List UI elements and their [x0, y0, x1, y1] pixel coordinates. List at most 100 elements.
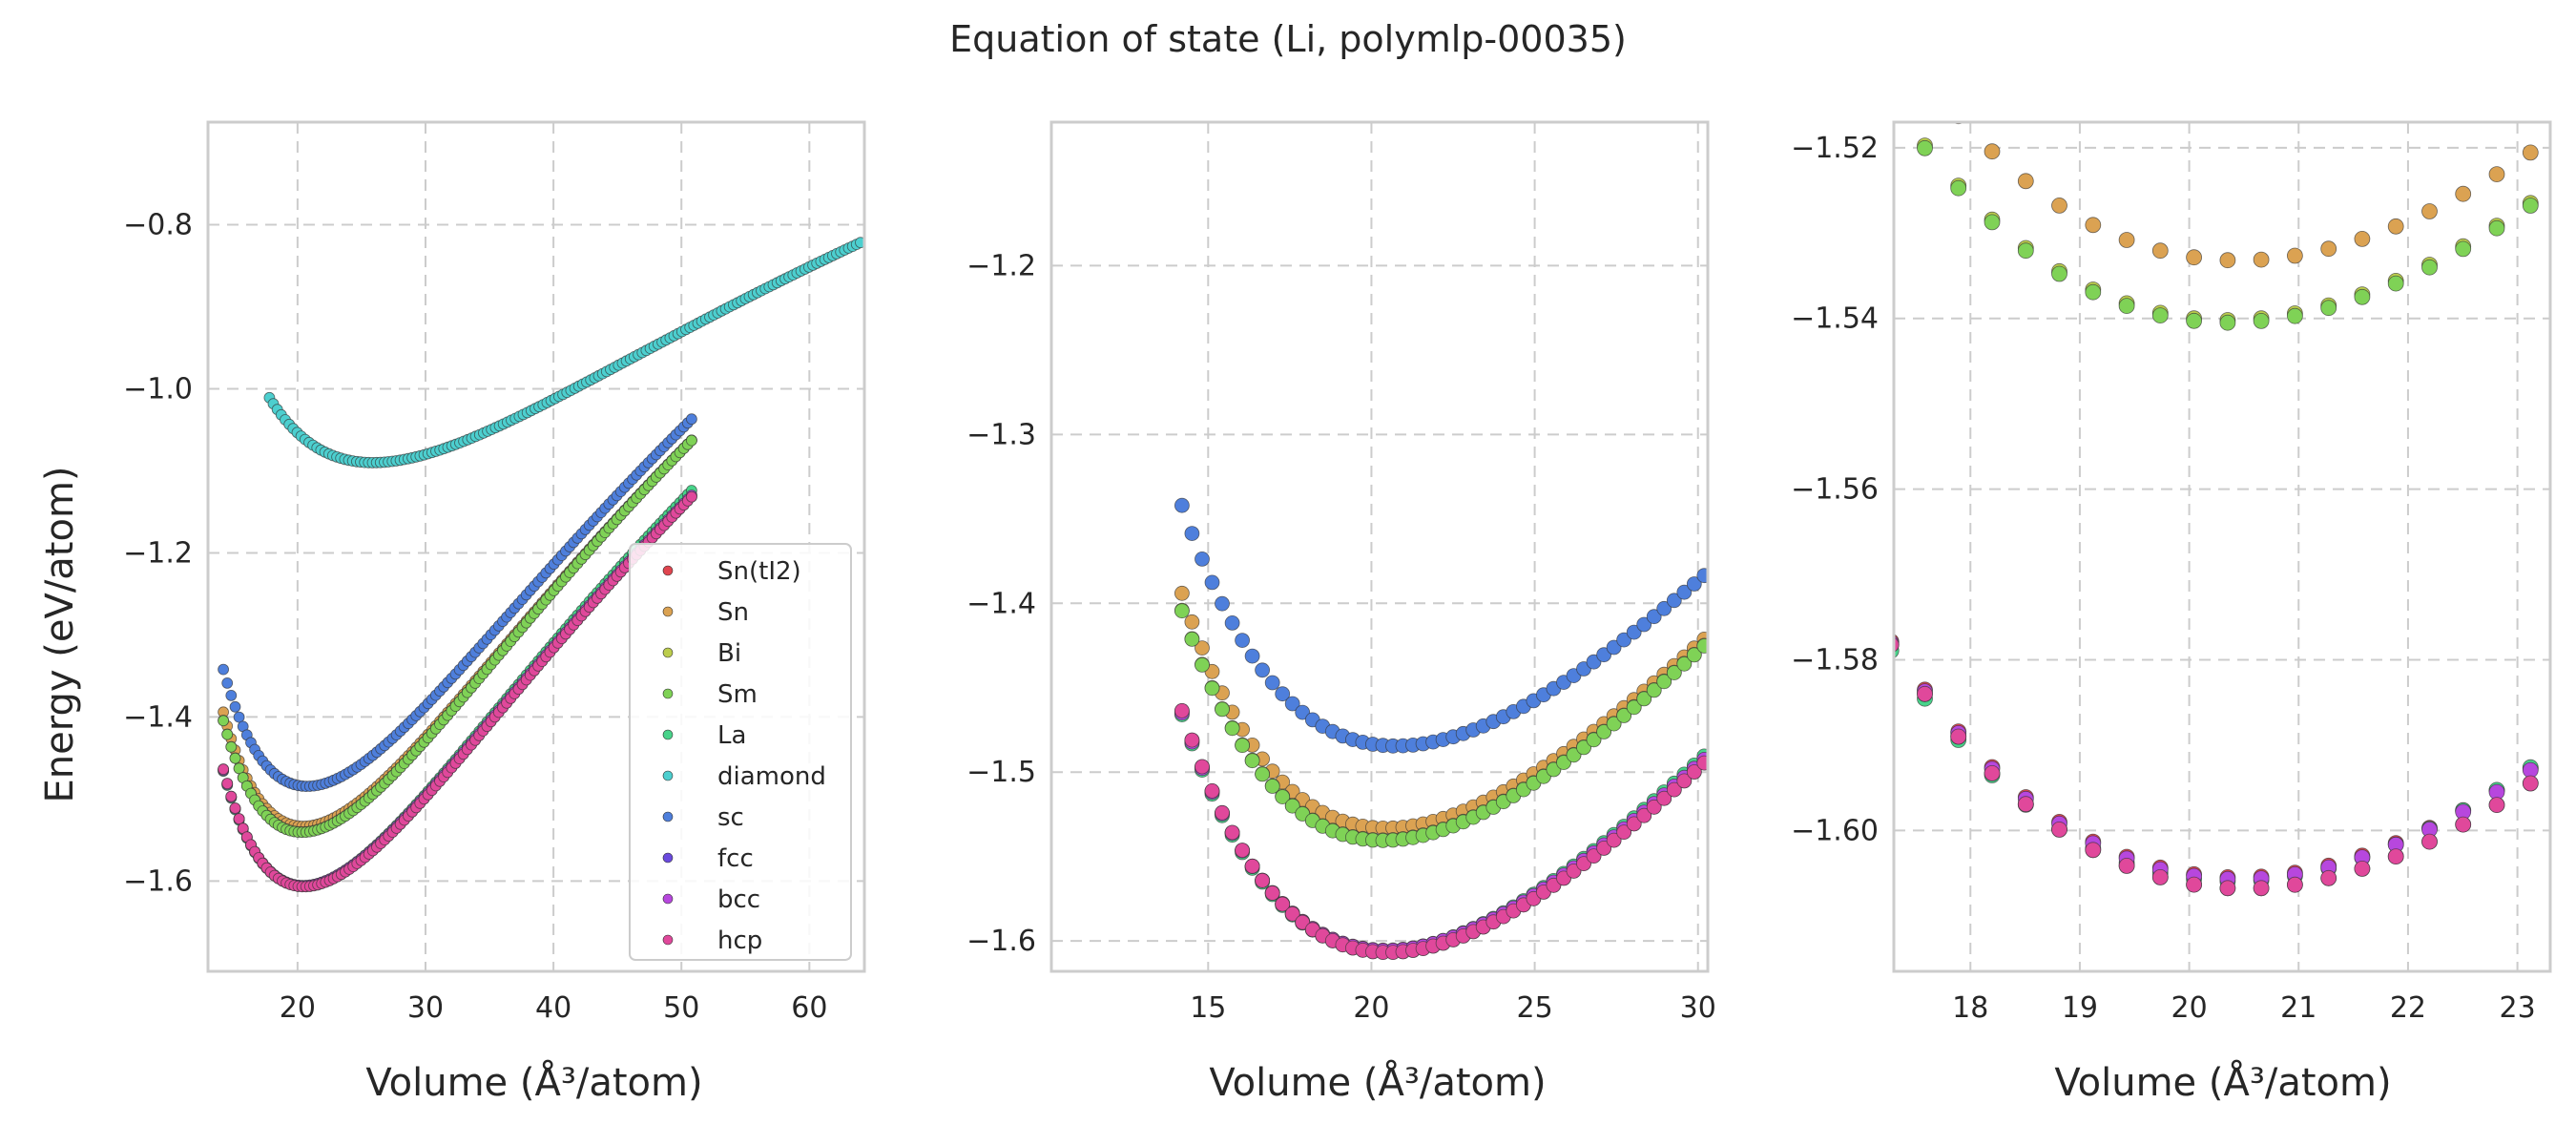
data-point [1686, 647, 1702, 663]
data-point [229, 700, 241, 713]
data-point [2186, 876, 2203, 893]
series-hcp [1894, 636, 2539, 897]
legend-label: fcc [717, 844, 754, 873]
data-point [229, 802, 241, 814]
data-point [2488, 166, 2505, 183]
x-axis-label-panel-1: Volume (Å³/atom) [365, 1059, 702, 1105]
data-point [2522, 198, 2539, 214]
legend-label: La [717, 721, 746, 750]
data-point [2118, 298, 2135, 315]
data-point [2557, 737, 2572, 752]
data-point [1235, 738, 1250, 754]
data-point [1606, 832, 1622, 848]
data-point [1174, 585, 1190, 601]
data-point [2286, 307, 2303, 324]
data-point [1275, 686, 1291, 702]
data-point [1666, 593, 1682, 609]
data-point [221, 677, 234, 689]
data-point [1576, 856, 1591, 871]
series-hcp [218, 490, 697, 893]
y-tick-label: −1.3 [966, 418, 1036, 451]
data-point [1184, 632, 1200, 647]
data-point [686, 413, 697, 426]
data-points [1174, 497, 1732, 960]
data-point [686, 490, 697, 503]
data-point [1195, 657, 1210, 673]
data-point [1696, 638, 1708, 654]
data-point [1215, 701, 1230, 718]
data-point [1284, 696, 1300, 712]
legend-marker [662, 647, 674, 658]
y-tick-label: −1.56 [1791, 473, 1879, 507]
legend-label: Bi [717, 639, 741, 668]
data-point [2186, 312, 2203, 329]
series-hcp [1174, 703, 1708, 960]
data-point [1717, 734, 1732, 748]
data-point [2118, 232, 2135, 248]
data-point [2557, 752, 2572, 767]
data-point [1636, 807, 1652, 823]
data-point [1576, 739, 1591, 756]
data-point [2320, 300, 2337, 317]
data-point [1646, 609, 1662, 625]
x-tick-label: 21 [2280, 991, 2316, 1025]
y-tick-label: −1.60 [1791, 814, 1879, 847]
x-tick-label: 20 [1353, 991, 1389, 1025]
y-axis-label: Energy (eV/atom) [38, 466, 82, 802]
data-point [1707, 750, 1708, 758]
data-point [221, 728, 234, 740]
x-tick-label: 20 [280, 991, 316, 1025]
data-point [1707, 633, 1708, 641]
data-point [1606, 639, 1622, 656]
data-point [2219, 880, 2236, 897]
data-point [221, 778, 234, 789]
y-tick-label: −1.6 [123, 864, 193, 898]
data-point [2051, 822, 2067, 838]
axes-frame [1892, 120, 2552, 973]
data-point [2557, 121, 2572, 136]
data-point [1566, 747, 1582, 763]
data-point [1717, 620, 1732, 635]
data-point [2522, 775, 2539, 792]
data-point [1984, 765, 2001, 781]
legend-marker [662, 934, 674, 946]
series-sm [1174, 603, 1732, 848]
data-point [1707, 633, 1708, 640]
data-point [1586, 848, 1602, 864]
data-point [1646, 799, 1662, 815]
data-point [2085, 842, 2102, 859]
data-point [2253, 880, 2270, 897]
data-point [1235, 843, 1250, 858]
data-point [1950, 179, 1967, 197]
data-point [1676, 584, 1693, 600]
y-tick-label: −0.8 [123, 208, 193, 241]
data-point [2151, 869, 2169, 885]
legend-label: hcp [717, 926, 762, 955]
legend-label: sc [717, 803, 744, 832]
data-point [1235, 633, 1250, 648]
axes-frame [1049, 120, 1710, 973]
data-point [1275, 896, 1291, 912]
data-point [1204, 574, 1220, 591]
legend-marker [662, 893, 674, 905]
data-point [1707, 626, 1708, 635]
data-point [2455, 240, 2472, 258]
data-point [1596, 841, 1611, 856]
data-point [2017, 242, 2034, 260]
data-point [2051, 265, 2067, 282]
data-points [1894, 121, 2572, 897]
data-point [2017, 173, 2034, 190]
data-point [2522, 144, 2539, 161]
x-tick-label: 40 [535, 991, 571, 1025]
series-diamond [263, 237, 864, 468]
data-point [2151, 307, 2169, 324]
data-point [1717, 620, 1732, 635]
data-point [2354, 288, 2371, 305]
grid-lines [1894, 122, 2550, 971]
legend-box [629, 543, 852, 961]
data-point [2219, 314, 2236, 331]
data-point [2219, 252, 2236, 269]
data-point [1174, 603, 1190, 619]
data-point [1284, 798, 1300, 814]
data-point [1244, 858, 1260, 874]
